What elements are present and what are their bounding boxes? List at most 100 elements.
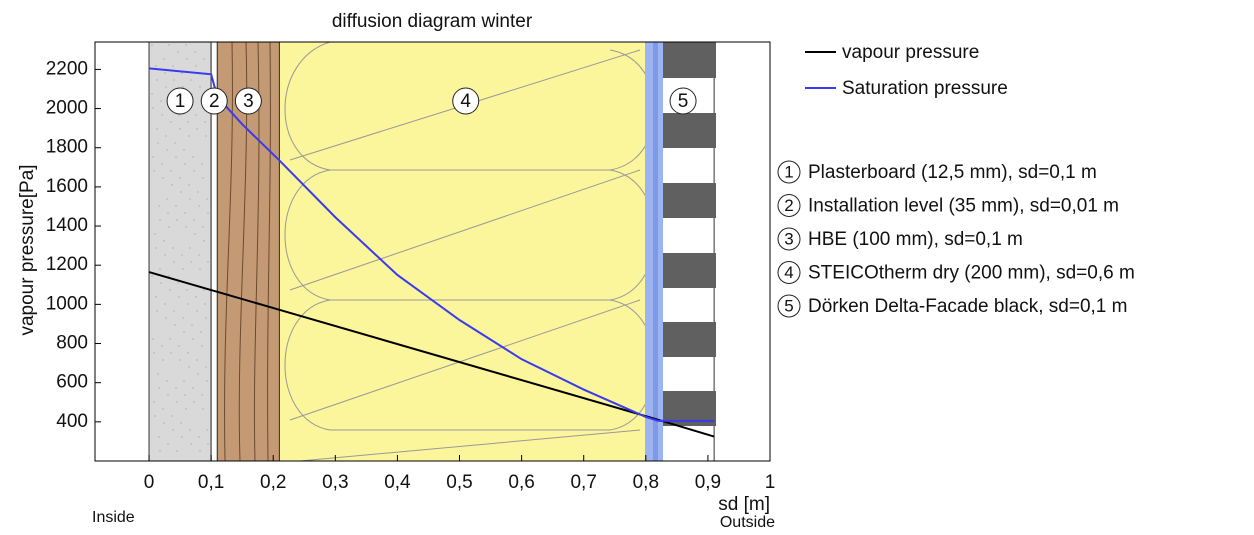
- texture-dot: [158, 387, 160, 389]
- texture-dot: [153, 170, 155, 172]
- texture-dot: [188, 135, 190, 137]
- inside-label: Inside: [92, 509, 135, 526]
- x-tick-label: 0,4: [384, 472, 411, 493]
- texture-dot: [166, 149, 168, 151]
- texture-dot: [205, 366, 207, 368]
- texture-dot: [201, 394, 203, 396]
- texture-dot: [189, 247, 191, 249]
- texture-dot: [161, 345, 163, 347]
- layer-number: 3: [243, 91, 254, 112]
- y-tick-label: 800: [56, 333, 88, 354]
- texture-dot: [168, 275, 170, 277]
- texture-dot: [202, 177, 204, 179]
- texture-dot: [179, 359, 181, 361]
- texture-dot: [155, 65, 157, 67]
- texture-dot: [200, 331, 202, 333]
- texture-dot: [164, 72, 166, 74]
- decoration: [224, 42, 716, 461]
- texture-dot: [187, 121, 189, 123]
- x-tick-label: 1: [765, 472, 776, 493]
- texture-dot: [166, 198, 168, 200]
- texture-dot: [204, 303, 206, 305]
- texture-dot: [187, 352, 189, 354]
- texture-dot: [199, 86, 201, 88]
- texture-dot: [182, 268, 184, 270]
- legend-badge: [777, 294, 801, 318]
- texture-dot: [163, 240, 165, 242]
- layer-number: 4: [460, 91, 471, 112]
- texture-dot: [177, 282, 179, 284]
- texture-dot: [168, 226, 170, 228]
- texture-dot: [203, 289, 205, 291]
- texture-dot: [190, 79, 192, 81]
- texture-dot: [176, 219, 178, 221]
- texture-dot: [204, 121, 206, 123]
- x-tick-label: 0,9: [695, 472, 721, 493]
- texture-dot: [195, 114, 197, 116]
- texture-dot: [195, 65, 197, 67]
- texture-dot: [178, 296, 180, 298]
- texture-dot: [174, 142, 176, 144]
- texture-dot: [192, 338, 194, 340]
- texture-dot: [185, 226, 187, 228]
- texture-dot: [160, 282, 162, 284]
- legend-badge: [777, 160, 801, 184]
- legend-number: 5: [784, 296, 793, 315]
- y-tick-label: 1800: [46, 137, 88, 158]
- x-tick-label: 0,8: [633, 472, 659, 493]
- y-tick-label: 2200: [46, 58, 88, 79]
- x-tick-label: 0,1: [198, 472, 224, 493]
- texture-dot: [172, 65, 174, 67]
- texture-dot: [156, 310, 158, 312]
- texture-dot: [181, 254, 183, 256]
- texture-dot: [152, 156, 154, 158]
- texture-dot: [191, 324, 193, 326]
- legend-badge: [777, 194, 801, 217]
- texture-dot: [164, 254, 166, 256]
- texture-dot: [153, 401, 155, 403]
- texture-dot: [163, 58, 165, 60]
- x-tick-label: 0,3: [322, 472, 348, 493]
- texture-dot: [170, 121, 172, 123]
- texture-dot: [184, 212, 186, 214]
- y-tick-label: 1200: [46, 254, 88, 275]
- texture-dot: [205, 135, 207, 137]
- x-tick-label: 0,2: [260, 472, 286, 493]
- texture-dot: [197, 191, 199, 193]
- y-tick-label: 1400: [46, 215, 88, 236]
- texture-dot: [180, 422, 182, 424]
- layer-description: STEICOtherm dry (200 mm), sd=0,6 m: [808, 263, 1135, 284]
- texture-dot: [162, 177, 164, 179]
- texture-dot: [176, 401, 178, 403]
- texture-dot: [207, 261, 209, 263]
- legend-label: vapour pressure: [842, 42, 979, 63]
- texture-dot: [179, 177, 181, 179]
- legend-number: 4: [784, 263, 793, 282]
- texture-dot: [172, 429, 174, 431]
- texture-dot: [183, 149, 185, 151]
- texture-dot: [167, 212, 169, 214]
- texture-dot: [193, 219, 195, 221]
- texture-dot: [192, 387, 194, 389]
- x-tick-label: 0: [144, 472, 155, 493]
- layer-number: 1: [175, 91, 186, 112]
- texture-dot: [198, 436, 200, 438]
- y-tick-label: 2000: [46, 98, 88, 119]
- texture-dot: [163, 422, 165, 424]
- texture-dot: [160, 100, 162, 102]
- texture-dot: [165, 135, 167, 137]
- texture-dot: [193, 170, 195, 172]
- texture-dot: [194, 51, 196, 53]
- texture-dot: [159, 450, 161, 452]
- layer-description: Installation level (35 mm), sd=0,01 m: [808, 196, 1119, 217]
- texture-dot: [198, 254, 200, 256]
- texture-dot: [155, 247, 157, 249]
- texture-dot: [169, 338, 171, 340]
- texture-dot: [154, 233, 156, 235]
- texture-dot: [192, 156, 194, 158]
- chart-title: diffusion diagram winter: [332, 11, 533, 32]
- layer-badge: [669, 87, 697, 115]
- texture-dot: [152, 107, 154, 109]
- texture-dot: [161, 114, 163, 116]
- texture-dot: [201, 163, 203, 165]
